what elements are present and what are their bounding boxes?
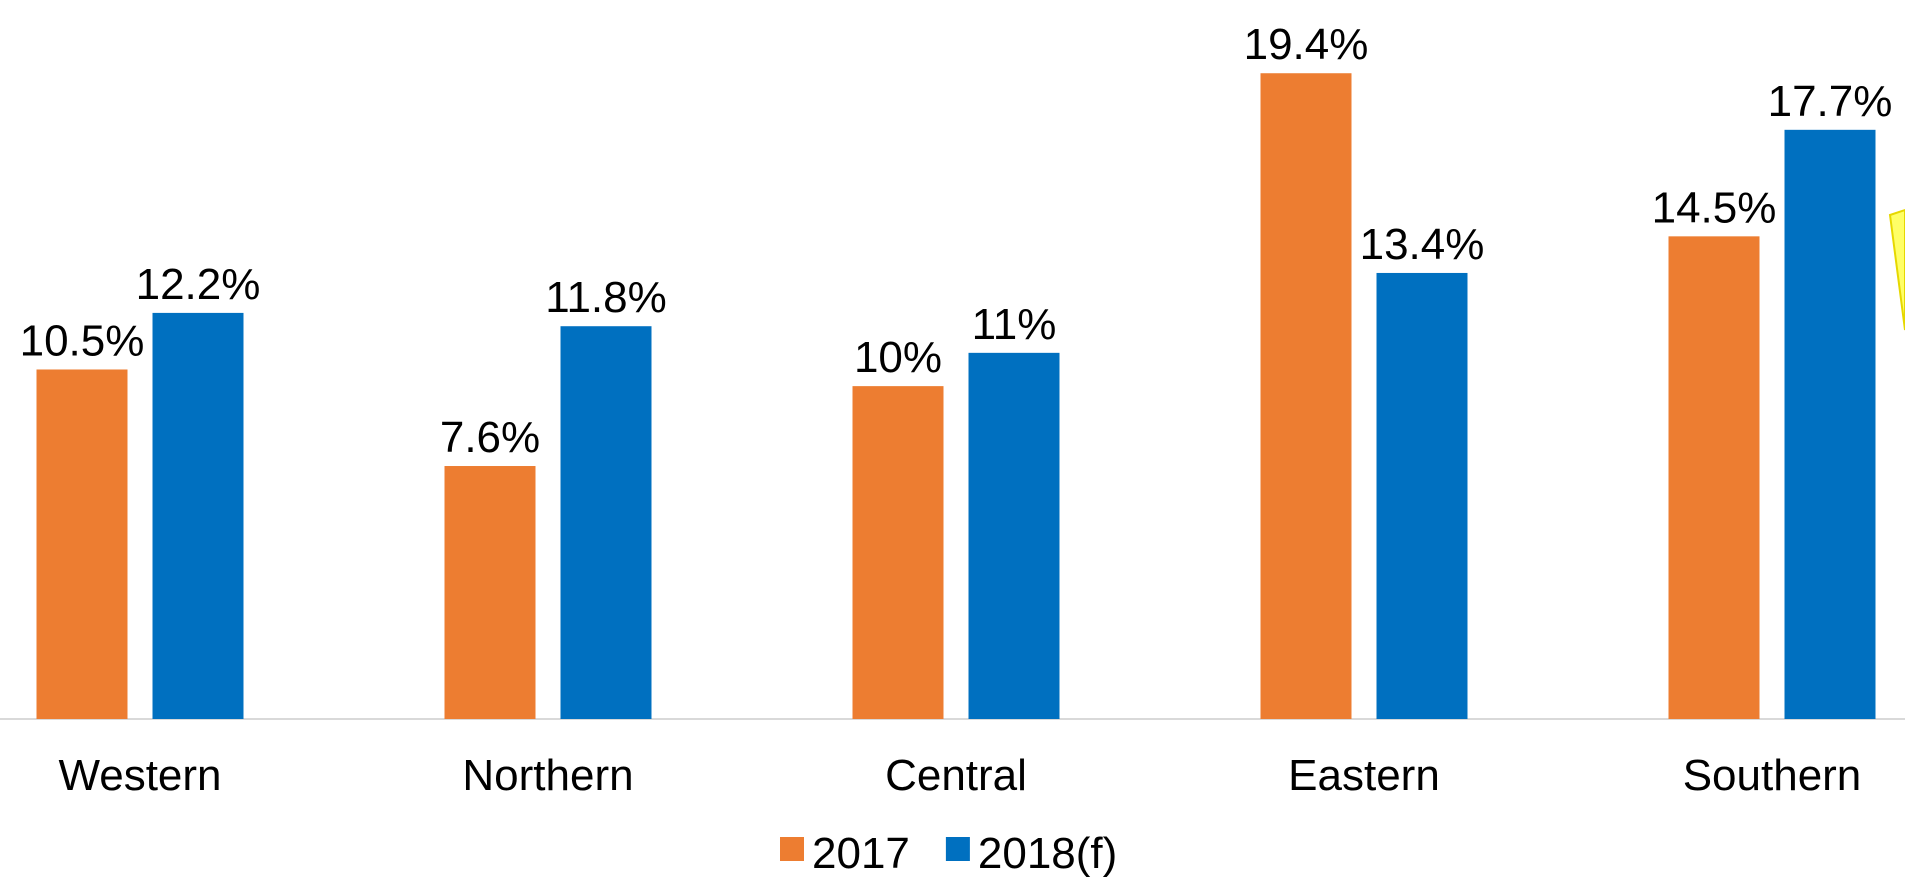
data-label: 10.5% [20, 316, 145, 365]
data-label: 7.6% [440, 413, 540, 462]
bar [852, 386, 944, 719]
data-label: 12.2% [136, 260, 261, 309]
bar [36, 369, 128, 719]
callout-shape [1888, 208, 1905, 331]
bar [152, 312, 244, 719]
legend-swatch [945, 837, 970, 861]
data-label: 14.5% [1652, 183, 1777, 232]
bar [1668, 236, 1760, 720]
x-tick-label: Eastern [1288, 751, 1440, 800]
bar [1784, 129, 1876, 719]
data-label: 11% [972, 300, 1057, 349]
data-label: 11.8% [545, 273, 667, 322]
legend-label: 2017 [812, 829, 910, 878]
data-label: 10% [854, 333, 942, 382]
bar [560, 326, 652, 719]
x-tick-label: Northern [462, 751, 633, 800]
data-label: 17.7% [1768, 77, 1893, 126]
bar [1376, 272, 1468, 719]
legend-label: 2018(f) [978, 829, 1117, 878]
x-tick-label: Western [58, 751, 221, 800]
x-tick-label: Southern [1683, 751, 1862, 800]
bar [444, 466, 536, 719]
data-label: 13.4% [1360, 220, 1485, 269]
bar [968, 352, 1060, 719]
data-label: 19.4% [1244, 20, 1369, 69]
legend-swatch [780, 837, 804, 861]
bar [1260, 73, 1352, 719]
x-tick-label: Central [885, 751, 1027, 800]
